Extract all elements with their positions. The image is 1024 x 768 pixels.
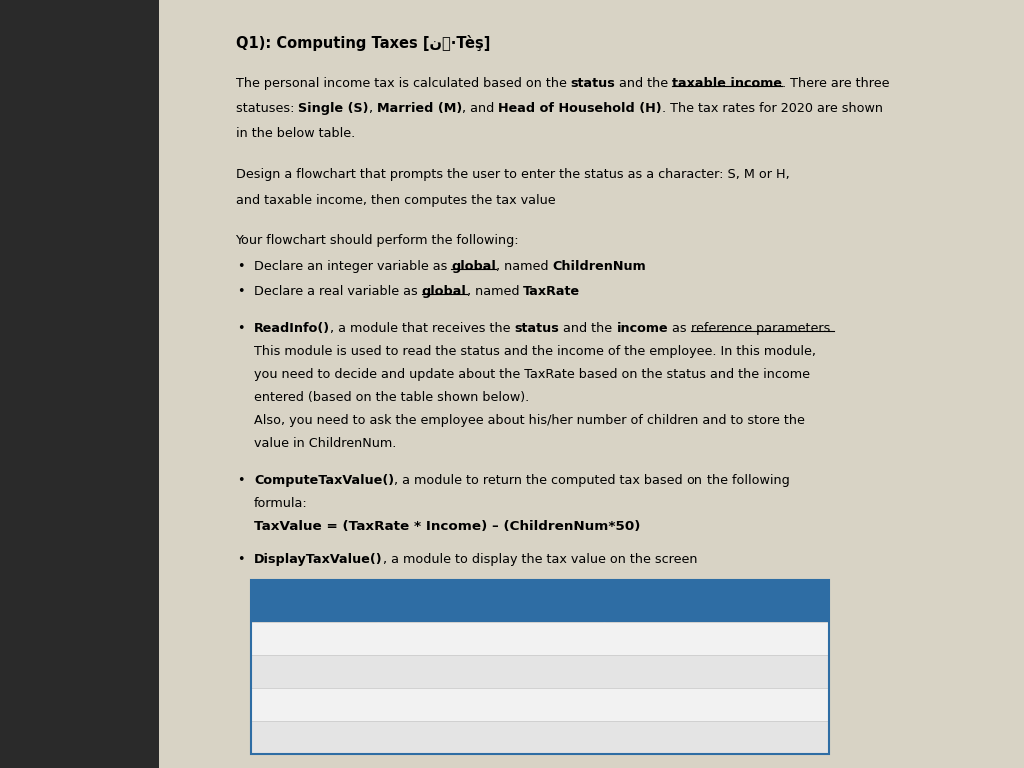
Text: •: • — [238, 322, 245, 335]
Text: Declare a real variable as: Declare a real variable as — [254, 285, 422, 298]
Text: on: on — [687, 474, 702, 487]
Text: 30%: 30% — [263, 731, 295, 744]
Text: status: status — [570, 77, 615, 90]
Text: , a module to return the computed tax based: , a module to return the computed tax ba… — [394, 474, 687, 487]
Text: •: • — [238, 260, 245, 273]
Text: Also, you need to ask the employee about his/her number of children and to store: Also, you need to ask the employee about… — [254, 414, 805, 427]
Text: The personal income tax is calculated based on the: The personal income tax is calculated ba… — [236, 77, 570, 90]
Text: status: status — [515, 322, 559, 335]
Text: ChildrenNum: ChildrenNum — [553, 260, 646, 273]
Text: Q1): Computing Taxes [ن⸎·Tèş]: Q1): Computing Taxes [ن⸎·Tèş] — [236, 35, 489, 51]
Text: Head of Household (H): Head of Household (H) — [498, 102, 662, 115]
Text: Tax rate: Tax rate — [263, 594, 324, 607]
Text: 67,701 – or more: 67,701 – or more — [390, 731, 505, 744]
Text: 46,701 – 112,850: 46,701 – 112,850 — [616, 698, 732, 711]
Text: Single (S): Single (S) — [298, 102, 369, 115]
Text: •: • — [238, 285, 245, 298]
Text: 15%: 15% — [263, 665, 295, 678]
Text: , named: , named — [467, 285, 523, 298]
Text: TaxValue = (TaxRate * Income) – (ChildrenNum*50): TaxValue = (TaxRate * Income) – (Childre… — [254, 520, 640, 533]
Text: Your flowchart should perform the following:: Your flowchart should perform the follow… — [236, 234, 519, 247]
Text: statuses:: statuses: — [236, 102, 298, 115]
Text: reference parameters.: reference parameters. — [691, 322, 835, 335]
Text: •: • — [238, 553, 245, 566]
Text: , a module that receives the: , a module that receives the — [330, 322, 515, 335]
Text: , and: , and — [462, 102, 498, 115]
Text: Single: Single — [390, 594, 437, 607]
Text: global: global — [452, 260, 497, 273]
Text: and the: and the — [559, 322, 616, 335]
Text: ReadInfo(): ReadInfo() — [254, 322, 330, 335]
Text: . The tax rates for 2020 are shown: . The tax rates for 2020 are shown — [662, 102, 883, 115]
Text: and the: and the — [615, 77, 673, 90]
Text: 112,851 – or more: 112,851 – or more — [616, 731, 738, 744]
Text: 6,000 – 27,950: 6,000 – 27,950 — [390, 665, 489, 678]
Text: Married (M): Married (M) — [377, 102, 462, 115]
Text: , a module to display the tax value on the screen: , a module to display the tax value on t… — [383, 553, 697, 566]
Text: Up to 6,000: Up to 6,000 — [390, 632, 468, 645]
Text: as: as — [668, 322, 691, 335]
Text: global: global — [422, 285, 467, 298]
Text: Up to 12,000: Up to 12,000 — [616, 632, 702, 645]
Text: 12,001 – 46,700: 12,001 – 46,700 — [616, 665, 724, 678]
Text: TaxRate: TaxRate — [523, 285, 581, 298]
Text: in the below table.: in the below table. — [236, 127, 354, 141]
Text: ComputeTaxValue(): ComputeTaxValue() — [254, 474, 394, 487]
Text: you need to decide and update about the TaxRate based on the status and the inco: you need to decide and update about the … — [254, 368, 810, 381]
Text: , named: , named — [497, 260, 553, 273]
Text: and taxable income, then computes the tax value: and taxable income, then computes the ta… — [236, 194, 555, 207]
Text: taxable income: taxable income — [673, 77, 782, 90]
Text: Married: Married — [616, 594, 675, 607]
Text: DisplayTaxValue(): DisplayTaxValue() — [254, 553, 383, 566]
Text: This module is used to read the status and the income of the employee. In this m: This module is used to read the status a… — [254, 345, 816, 358]
Text: Design a flowchart that prompts the user to enter the status as a character: S, : Design a flowchart that prompts the user… — [236, 168, 790, 181]
Text: value in ChildrenNum.: value in ChildrenNum. — [254, 437, 396, 450]
Text: •: • — [238, 474, 245, 487]
Text: 27,951 – 67,700: 27,951 – 67,700 — [390, 698, 499, 711]
Text: ,: , — [369, 102, 377, 115]
Text: Declare an integer variable as: Declare an integer variable as — [254, 260, 452, 273]
Text: income: income — [616, 322, 668, 335]
Text: formula:: formula: — [254, 497, 307, 510]
Text: entered (based on the table shown below).: entered (based on the table shown below)… — [254, 391, 529, 404]
Text: the following: the following — [702, 474, 790, 487]
Text: 27%: 27% — [263, 698, 295, 711]
Text: 10%: 10% — [263, 632, 295, 645]
Text: . There are three: . There are three — [782, 77, 890, 90]
